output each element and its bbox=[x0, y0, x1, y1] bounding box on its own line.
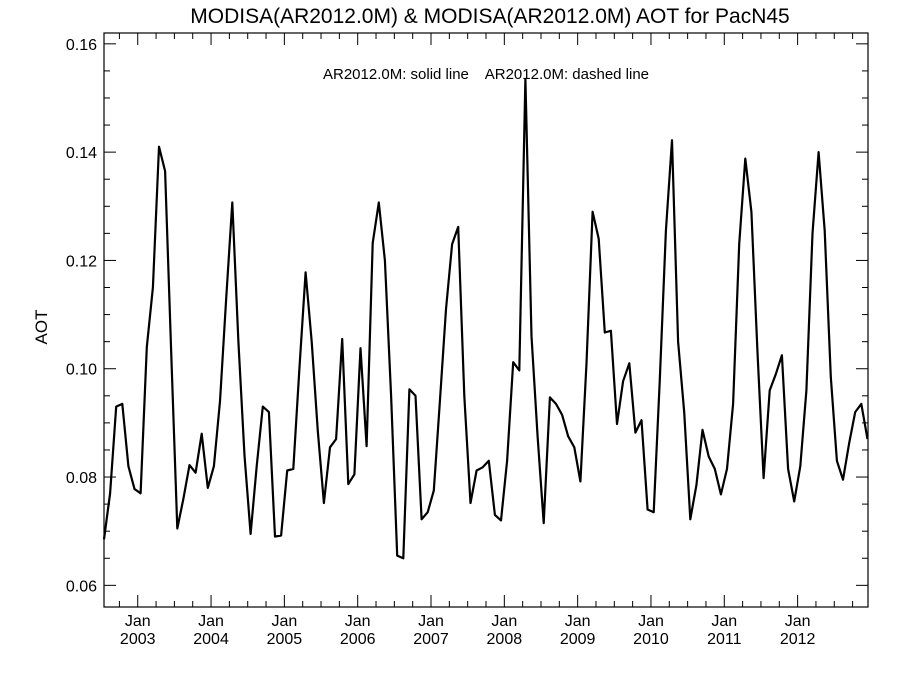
x-tick-year-label: 2005 bbox=[267, 631, 303, 648]
x-tick-year-label: 2008 bbox=[487, 631, 523, 648]
x-tick-year-label: 2007 bbox=[413, 631, 449, 648]
series-line bbox=[102, 77, 869, 560]
x-tick-month-label: Jan bbox=[785, 613, 811, 630]
x-tick-year-label: 2011 bbox=[707, 631, 742, 648]
plot-frame bbox=[103, 32, 869, 608]
x-tick-year-label: 2010 bbox=[633, 631, 669, 648]
x-tick-month-label: Jan bbox=[565, 613, 591, 630]
x-tick-month-label: Jan bbox=[491, 613, 517, 630]
y-tick-label: 0.16 bbox=[66, 37, 97, 54]
x-tick-month-label: Jan bbox=[345, 613, 371, 630]
axis-tick-labels: 0.060.080.100.120.140.16Jan2003Jan2004Ja… bbox=[66, 37, 816, 648]
x-tick-month-label: Jan bbox=[638, 613, 664, 630]
series-group bbox=[102, 77, 869, 560]
y-tick-label: 0.08 bbox=[66, 470, 97, 487]
x-tick-year-label: 2009 bbox=[560, 631, 596, 648]
x-tick-month-label: Jan bbox=[418, 613, 444, 630]
x-tick-month-label: Jan bbox=[711, 613, 737, 630]
chart-title: MODISA(AR2012.0M) & MODISA(AR2012.0M) AO… bbox=[190, 5, 789, 28]
y-axis-label: AOT bbox=[32, 310, 51, 345]
x-tick-month-label: Jan bbox=[198, 613, 224, 630]
x-tick-month-label: Jan bbox=[271, 613, 297, 630]
x-tick-year-label: 2006 bbox=[340, 631, 376, 648]
y-tick-label: 0.14 bbox=[66, 145, 97, 162]
x-tick-year-label: 2012 bbox=[780, 631, 816, 648]
x-tick-year-label: 2004 bbox=[193, 631, 229, 648]
x-tick-month-label: Jan bbox=[125, 613, 151, 630]
x-tick-year-label: 2003 bbox=[120, 631, 156, 648]
y-tick-label: 0.06 bbox=[66, 578, 97, 595]
axis-ticks bbox=[104, 33, 868, 607]
y-tick-label: 0.12 bbox=[66, 253, 97, 270]
y-tick-label: 0.10 bbox=[66, 362, 97, 379]
legend-text: AR2012.0M: solid line AR2012.0M: dashed … bbox=[323, 66, 649, 83]
